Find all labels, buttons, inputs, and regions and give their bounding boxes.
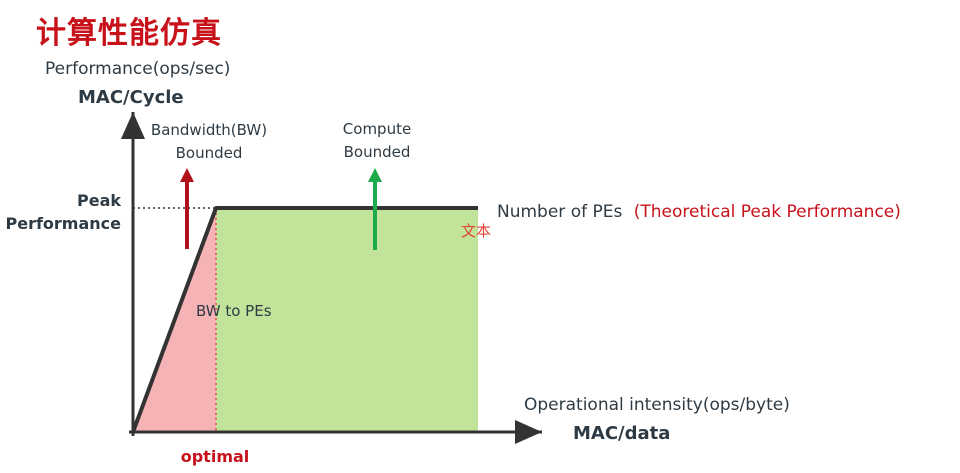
bandwidth-bound-arrow [180,168,194,249]
peak-performance-label-line1: Peak [77,191,121,210]
compute-bounded-region [216,208,478,432]
compute-bounded-label-line1: Compute [343,120,411,138]
optimal-label: optimal [181,447,250,466]
peak-performance-label-line2: Performance [5,214,121,233]
roof-label: Number of PEs (Theoretical Peak Performa… [497,202,901,222]
roof-label-highlight: (Theoretical Peak Performance) [634,202,901,222]
y-axis-title: Performance(ops/sec) [45,59,230,79]
y-axis-unit: MAC/Cycle [78,87,184,108]
slide-title: 计算性能仿真 [36,16,222,51]
x-axis-title: Operational intensity(ops/byte) [524,395,790,415]
text-placeholder: 文本 [461,222,491,240]
bandwidth-bounded-label-line2: Bounded [176,144,243,162]
roof-label-text: Number of PEs [497,202,622,222]
compute-bounded-label-line2: Bounded [344,143,411,161]
bw-to-pes-label: BW to PEs [196,302,272,320]
compute-bound-arrow [368,168,382,250]
x-axis-unit: MAC/data [573,423,670,444]
bandwidth-bounded-label-line1: Bandwidth(BW) [151,121,267,139]
roofline [131,206,478,433]
